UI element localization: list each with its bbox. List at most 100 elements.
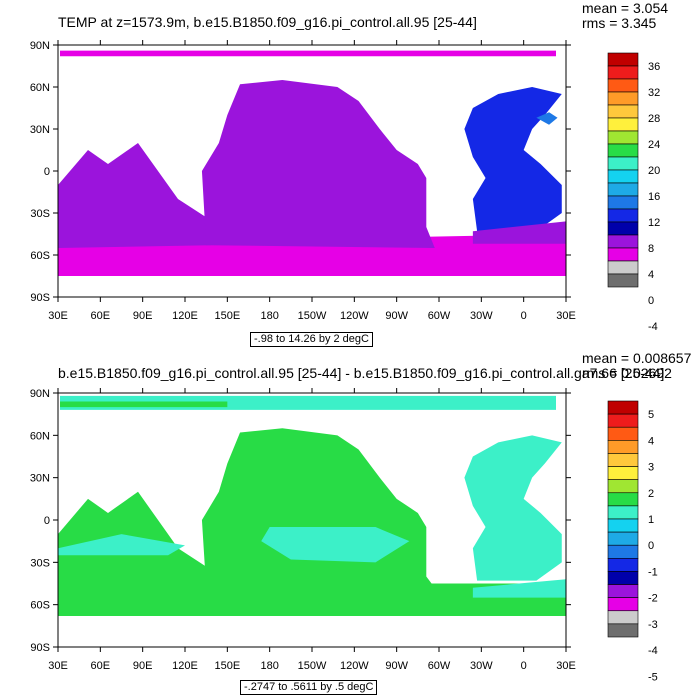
x-tick-label: 180 <box>260 310 278 322</box>
colorbar-swatch <box>607 91 639 106</box>
colorbar-label: 20 <box>648 165 660 177</box>
colorbar-label: 2 <box>648 488 654 500</box>
colorbar-swatch <box>607 143 639 158</box>
colorbar-swatch <box>607 610 639 625</box>
map-plot: 90N 60N 30N 0 30S 60S 90S 30E 60E 90E 120E 150E 180 1… <box>30 388 658 683</box>
x-tick-label: 90E <box>133 310 153 322</box>
y-tick-label: 60N <box>30 430 50 442</box>
colorbar-label: 0 <box>648 295 654 307</box>
colorbar-swatch <box>607 558 639 572</box>
colorbar-swatch <box>607 65 639 80</box>
colorbar-label: 4 <box>648 269 654 281</box>
map-plot: 90N 60N 30N 0 30S 60S 90S 30E 60E 90E 120E 150E 180 1… <box>30 40 660 333</box>
colorbar-label: 0 <box>648 540 654 552</box>
colorbar-swatch <box>607 260 639 275</box>
y-tick-label: 90S <box>30 292 50 304</box>
colorbar-swatch <box>607 597 639 612</box>
x-tick-label: 30W <box>470 660 493 672</box>
y-tick-label: 0 <box>44 515 50 527</box>
colorbar-swatch <box>607 505 639 520</box>
plot-title: TEMP at z=1573.9m, b.e15.B1850.f09_g16.p… <box>58 14 477 30</box>
indian-ocean-region <box>58 143 211 248</box>
arctic-green-region <box>60 401 228 408</box>
colorbar-swatch <box>607 169 639 184</box>
x-tick-label: 150W <box>298 660 327 672</box>
x-tick-label: 30W <box>470 310 493 322</box>
colorbar-swatch <box>607 623 639 638</box>
colorbar-label: -3 <box>648 619 658 631</box>
x-tick-label: 90E <box>133 660 153 672</box>
x-tick-label: 90W <box>385 660 408 672</box>
colorbar-label: 8 <box>648 243 654 255</box>
colorbar-label: 3 <box>648 462 654 474</box>
colorbar-swatch <box>607 104 639 119</box>
colorbar-swatch <box>607 130 639 145</box>
arctic-region <box>60 50 556 57</box>
colorbar-swatch <box>607 466 639 480</box>
colorbar-label: 36 <box>648 61 660 73</box>
ocean-field <box>58 50 566 276</box>
y-tick-label: 90S <box>30 642 50 654</box>
contour-range: -.98 to 14.26 by 2 degC <box>250 332 373 347</box>
colorbar-swatch <box>607 571 639 585</box>
x-tick-label: 30E <box>48 660 68 672</box>
colorbar-label: 28 <box>648 113 660 125</box>
x-tick-label: 150W <box>298 310 327 322</box>
x-tick-label: 0 <box>521 310 527 322</box>
y-tick-label: 90N <box>30 40 50 52</box>
southern-ocean-region <box>58 583 566 616</box>
colorbar-swatch <box>607 208 639 223</box>
x-tick-label: 180 <box>260 660 278 672</box>
colorbar-swatch <box>607 400 639 415</box>
x-tick-label: 120W <box>340 310 369 322</box>
pacific-cyan-region <box>261 527 410 563</box>
x-tick-label: 30E <box>556 660 576 672</box>
x-tick-label: 60W <box>428 310 451 322</box>
contour-range: -.2747 to .5611 by .5 degC <box>240 680 378 695</box>
y-tick-label: 60N <box>30 82 50 94</box>
indian-cyan-region <box>58 534 185 556</box>
colorbar-swatch <box>607 492 639 507</box>
y-tick-label: 60S <box>30 250 50 262</box>
colorbar-label: 1 <box>648 514 654 526</box>
y-tick-label: 30S <box>30 557 50 569</box>
colorbar-label: -2 <box>648 593 658 605</box>
south-atlantic-region <box>472 221 566 244</box>
colorbar-swatch <box>607 531 639 546</box>
x-tick-label: 60E <box>91 660 111 672</box>
colorbar-swatch <box>607 78 639 93</box>
colorbar-swatch <box>607 453 639 467</box>
y-tick-label: 0 <box>44 166 50 178</box>
colorbar-swatch <box>607 195 639 210</box>
colorbar-label: 5 <box>648 409 654 421</box>
south-atlantic-region <box>472 579 566 598</box>
plot-title: b.e15.B1850.f09_g16.pi_control.all.95 [2… <box>58 365 665 381</box>
colorbar-swatch <box>607 413 639 428</box>
mean-value: mean = 3.054 <box>582 0 669 16</box>
colorbar-label: 16 <box>648 191 660 203</box>
colorbar-swatch <box>607 426 639 441</box>
y-tick-label: 30N <box>30 473 50 485</box>
x-tick-label: 60W <box>428 660 451 672</box>
pacific-ocean-region <box>201 428 435 588</box>
x-tick-label: 120E <box>172 660 198 672</box>
colorbar-swatch <box>607 544 639 559</box>
colorbar-swatch <box>607 584 639 598</box>
colorbar-swatch <box>607 52 639 67</box>
x-tick-label: 150E <box>214 310 240 322</box>
colorbar-label: 4 <box>648 435 654 447</box>
y-tick-label: 30N <box>30 124 50 136</box>
y-tick-label: 30S <box>30 208 50 220</box>
mean-value: mean = 0.008657 <box>582 350 692 366</box>
panel-bottom: b.e15.B1850.f09_g16.pi_control.all.95 [2… <box>0 350 700 700</box>
x-tick-label: 60E <box>91 310 111 322</box>
rms-value: rms = 3.345 <box>582 15 657 31</box>
colorbar-swatch <box>607 273 639 288</box>
colorbar-label: -4 <box>648 645 658 657</box>
colorbar-swatch <box>607 221 639 236</box>
x-tick-label: 0 <box>521 660 527 672</box>
colorbar-label: -1 <box>648 566 658 578</box>
x-tick-label: 120E <box>172 310 198 322</box>
ocean-field <box>58 395 566 616</box>
x-tick-label: 30E <box>556 310 576 322</box>
